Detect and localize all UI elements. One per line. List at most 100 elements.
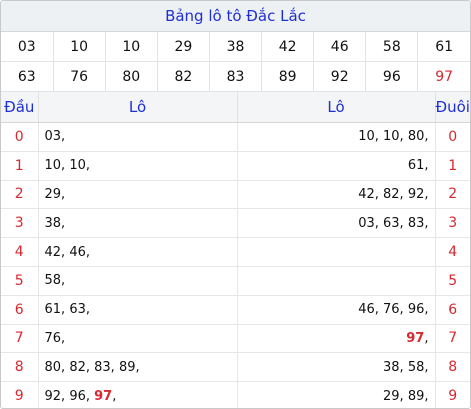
result-number: 03 <box>1 32 54 62</box>
header-lo-right: Lô <box>237 92 436 123</box>
header-duoi: Đuôi <box>435 92 470 123</box>
tail-digit: 9 <box>435 381 470 408</box>
lo-number: 61 <box>407 158 425 174</box>
head-digit: 1 <box>1 151 39 181</box>
tail-digit: 2 <box>435 180 470 210</box>
results-row-2: 63 76 80 82 83 89 92 96 97 <box>1 61 470 92</box>
head-digit: 0 <box>1 122 39 152</box>
tail-digit: 8 <box>435 352 470 383</box>
lo-number: 03 <box>358 215 375 231</box>
head-digit: 7 <box>1 324 39 354</box>
board-title: Bảng lô tô Đắc Lắc <box>1 1 470 32</box>
result-number: 29 <box>157 32 210 62</box>
lo-number: 61 <box>44 302 62 318</box>
result-number: 82 <box>157 61 210 92</box>
lo-number: 58 <box>407 359 425 375</box>
lo-dau-list: 38, <box>38 208 238 239</box>
result-number: 63 <box>1 61 54 92</box>
result-number: 89 <box>261 61 315 92</box>
head-digit: 3 <box>1 208 39 239</box>
lo-number: 29 <box>383 388 400 404</box>
lo-number: 03 <box>44 129 62 145</box>
result-number: 96 <box>365 61 419 92</box>
tail-digit: 3 <box>435 208 470 239</box>
lo-table: Đầu Lô Lô Đuôi 0 03, 10, 10, 80, 0 1 10, 10, 6… <box>1 92 470 408</box>
lo-number: 10 <box>44 158 62 174</box>
lo-dau-list: 80, 82, 83, 89, <box>38 352 238 383</box>
results-row-1: 03 10 10 29 38 42 46 58 61 <box>1 32 470 62</box>
lo-number: 63 <box>69 302 86 318</box>
tail-digit: 0 <box>435 122 470 152</box>
lo-number: 38 <box>44 215 62 231</box>
lo-dau-list: 10, 10, <box>38 151 238 181</box>
lo-row: 6 61, 63, 46, 76, 96, 6 <box>1 295 470 325</box>
lo-number: 83 <box>94 359 111 375</box>
lo-number: 83 <box>407 215 425 231</box>
lo-number: 10 <box>69 158 86 174</box>
lo-number: 58 <box>44 273 62 289</box>
lo-number: 42 <box>44 244 62 260</box>
lo-dau-list: 61, 63, <box>38 295 238 325</box>
tail-digit: 4 <box>435 237 470 267</box>
lo-dau-list: 03, <box>38 122 238 152</box>
head-digit: 8 <box>1 352 39 383</box>
result-number: 10 <box>105 32 158 62</box>
lo-number: 80 <box>44 359 62 375</box>
lo-duoi-list: 10, 10, 80, <box>237 122 436 152</box>
result-number: 46 <box>313 32 367 62</box>
lo-number: 46 <box>69 244 86 260</box>
result-number: 80 <box>105 61 158 92</box>
tail-digit: 6 <box>435 295 470 325</box>
lo-number: 82 <box>69 359 86 375</box>
lo-duoi-list: 97, <box>237 324 436 354</box>
result-number: 76 <box>53 61 106 92</box>
lo-row: 5 58, 5 <box>1 266 470 296</box>
result-number: 61 <box>417 32 470 62</box>
lo-number: 92 <box>44 388 62 404</box>
lo-number: 92 <box>407 186 425 202</box>
lo-dau-list: 76, <box>38 324 238 354</box>
lo-duoi-list: 38, 58, <box>237 352 436 383</box>
lo-row: 1 10, 10, 61, 1 <box>1 151 470 181</box>
tail-digit: 7 <box>435 324 470 354</box>
lo-number: 10 <box>383 129 400 145</box>
head-digit: 4 <box>1 237 39 267</box>
results-table: 03 10 10 29 38 42 46 58 61 63 76 80 82 8… <box>1 32 470 92</box>
lo-duoi-list: 03, 63, 83, <box>237 208 436 239</box>
head-digit: 9 <box>1 381 39 408</box>
lo-number: 97 <box>406 330 425 346</box>
lo-number: 38 <box>383 359 400 375</box>
result-number: 92 <box>313 61 367 92</box>
lo-number: 63 <box>383 215 400 231</box>
lo-duoi-list: 29, 89, <box>237 381 436 408</box>
lo-duoi-list: 61, <box>237 151 436 181</box>
lo-dau-list: 42, 46, <box>38 237 238 267</box>
head-digit: 5 <box>1 266 39 296</box>
lo-number: 29 <box>44 186 62 202</box>
lo-number: 76 <box>44 330 62 346</box>
lo-dau-list: 92, 96, 97, <box>38 381 238 408</box>
lo-duoi-list <box>237 237 436 267</box>
lo-header-row: Đầu Lô Lô Đuôi <box>1 92 470 123</box>
tail-digit: 1 <box>435 151 470 181</box>
lo-duoi-list: 42, 82, 92, <box>237 180 436 210</box>
lo-number: 10 <box>358 129 375 145</box>
lo-dau-list: 29, <box>38 180 238 210</box>
lo-number: 96 <box>407 302 425 318</box>
header-lo-left: Lô <box>38 92 238 123</box>
lo-row: 8 80, 82, 83, 89, 38, 58, 8 <box>1 352 470 383</box>
lo-row: 7 76, 97, 7 <box>1 324 470 354</box>
lo-row: 0 03, 10, 10, 80, 0 <box>1 122 470 152</box>
lo-number: 46 <box>358 302 375 318</box>
lo-duoi-list <box>237 266 436 296</box>
lo-number: 82 <box>383 186 400 202</box>
result-number: 42 <box>261 32 315 62</box>
lo-row: 3 38, 03, 63, 83, 3 <box>1 208 470 239</box>
lo-dau-list: 58, <box>38 266 238 296</box>
lo-row: 9 92, 96, 97, 29, 89, 9 <box>1 381 470 408</box>
lo-number: 42 <box>358 186 375 202</box>
result-number: 10 <box>53 32 106 62</box>
lo-row: 2 29, 42, 82, 92, 2 <box>1 180 470 210</box>
lo-number: 89 <box>118 359 136 375</box>
